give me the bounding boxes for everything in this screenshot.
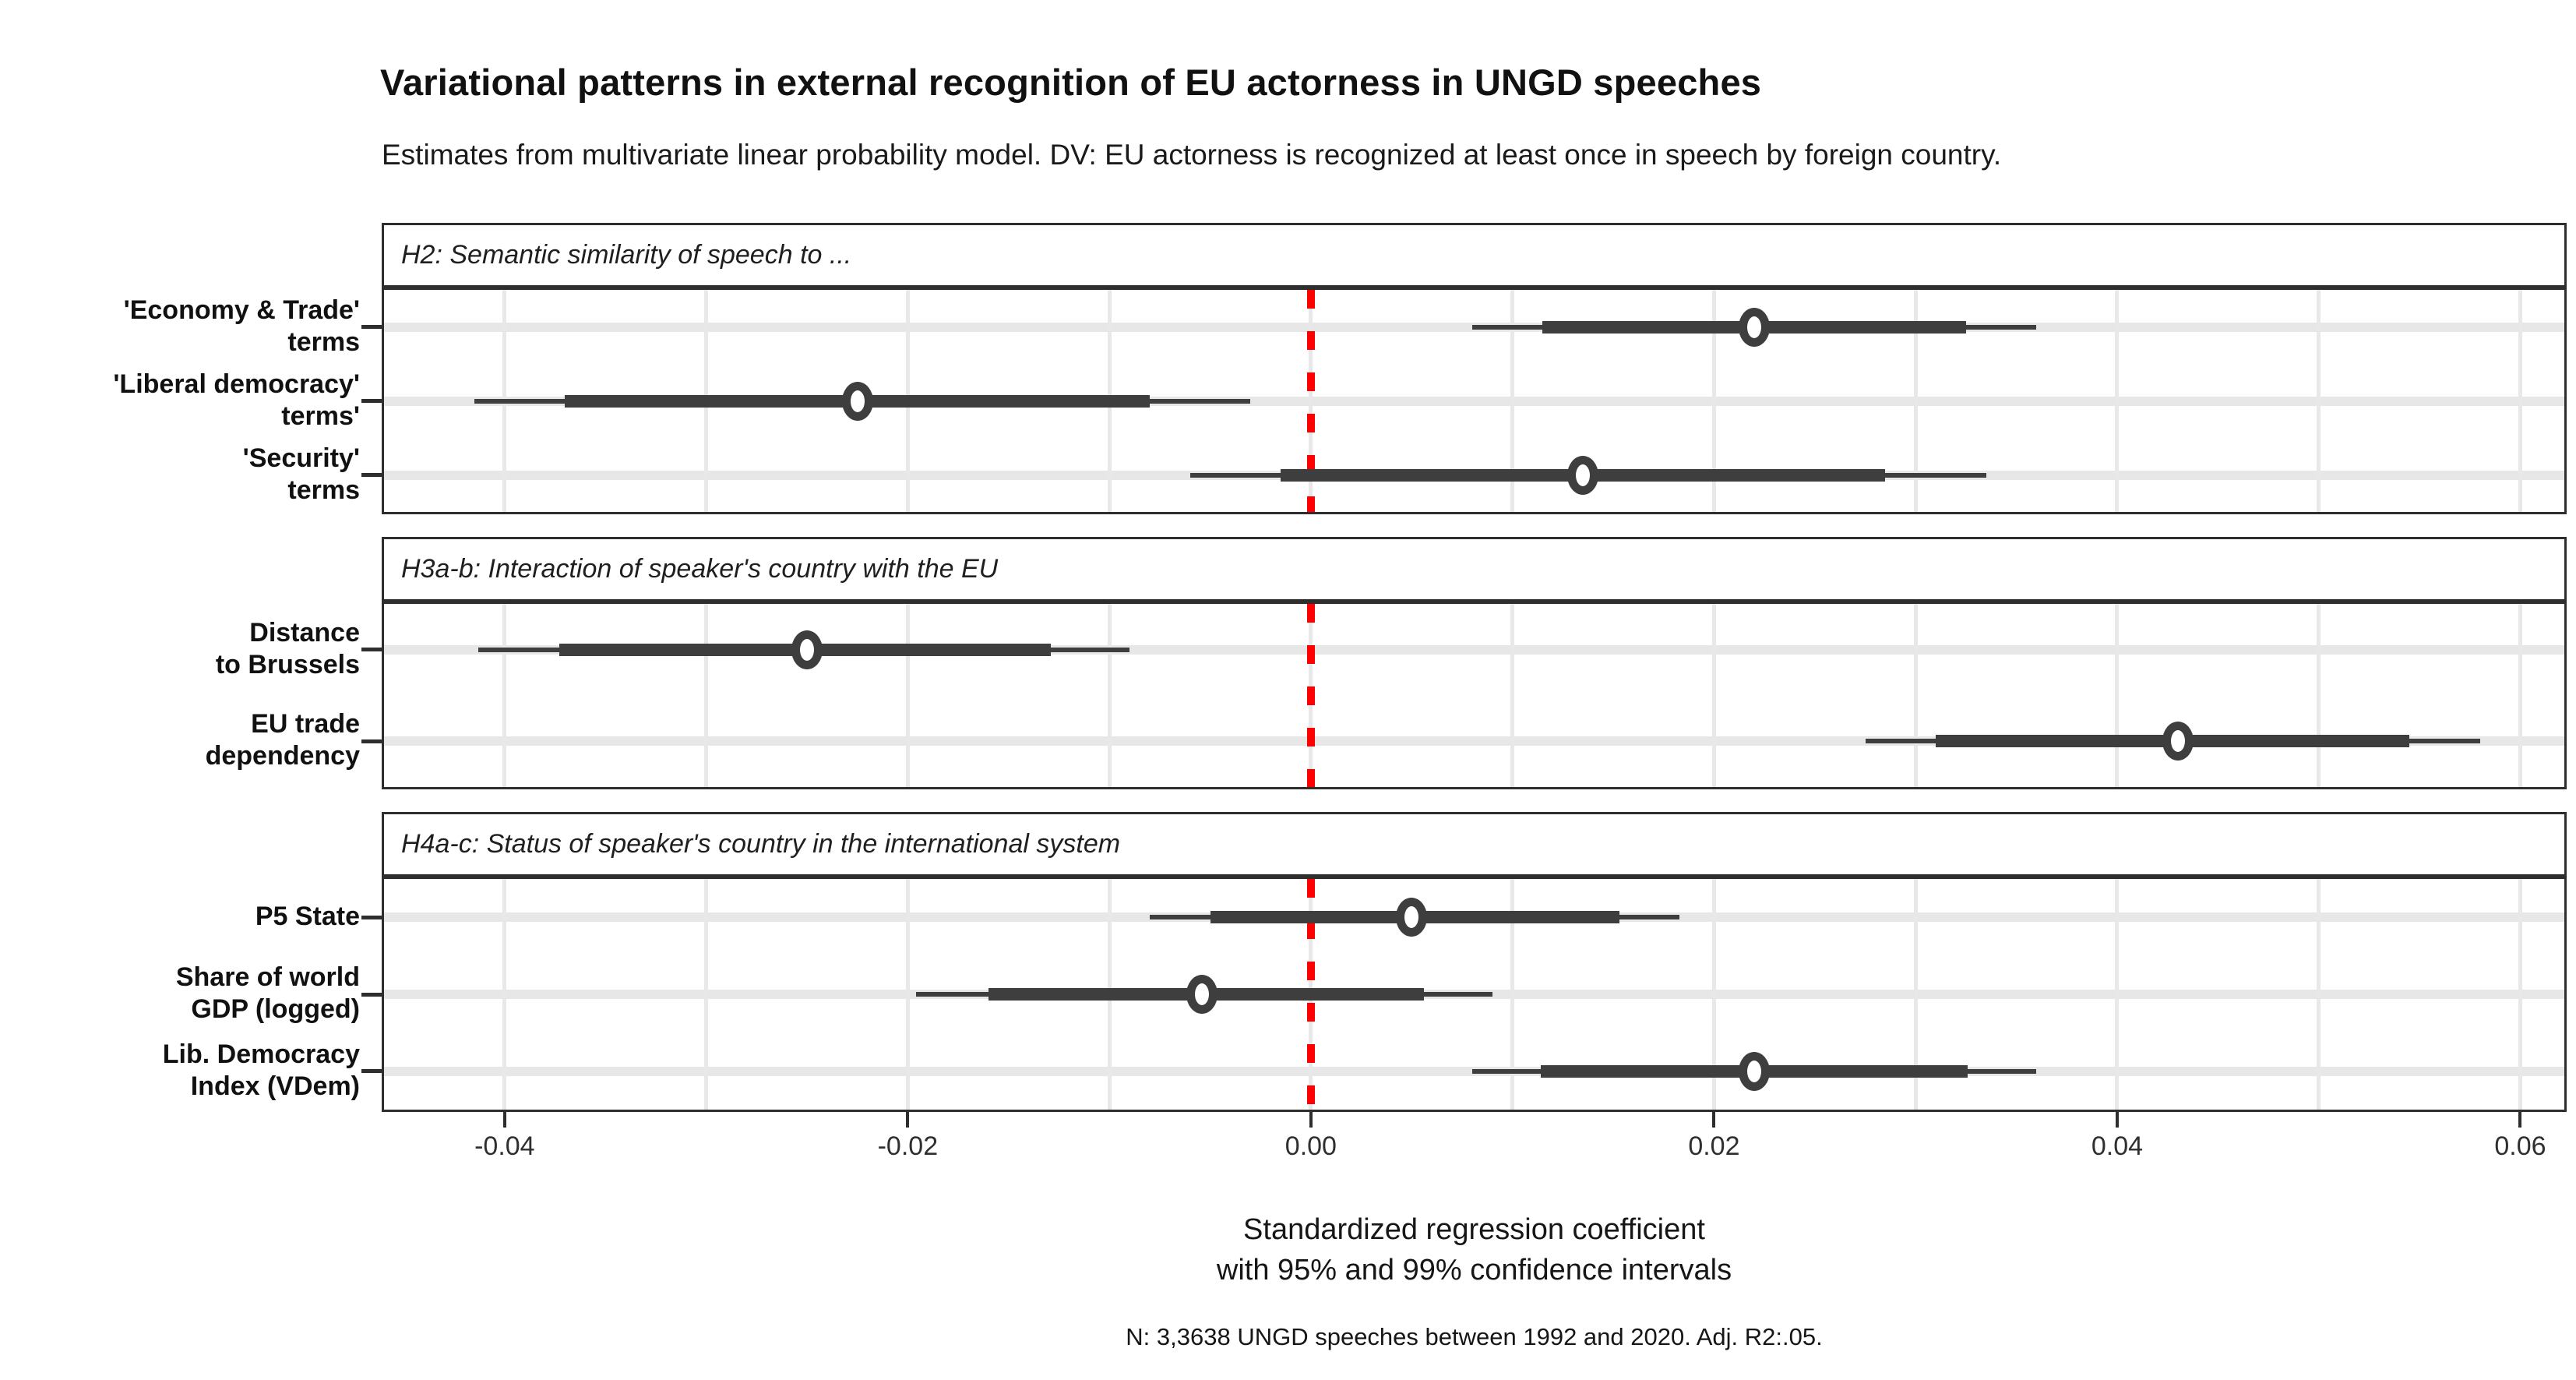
- y-axis-tick: [361, 648, 382, 652]
- row-label: 'Security' terms: [242, 443, 360, 505]
- y-axis-tick: [361, 915, 382, 919]
- vertical-gridline: [1913, 604, 1918, 787]
- vertical-gridline: [2317, 290, 2321, 512]
- y-axis-tick: [361, 739, 382, 743]
- vertical-gridline: [2518, 879, 2522, 1110]
- vertical-gridline: [1913, 290, 1918, 512]
- x-axis-tick: [906, 1112, 910, 1128]
- estimate-marker: [1567, 455, 1599, 495]
- y-axis-tick: [361, 1069, 382, 1074]
- vertical-gridline: [1711, 290, 1716, 512]
- vertical-gridline: [1107, 604, 1112, 787]
- vertical-gridline: [502, 604, 507, 787]
- facet-panel: [382, 877, 2567, 1112]
- zero-reference-line: [1306, 290, 1315, 512]
- estimate-marker: [791, 630, 823, 669]
- facet-strip: H2: Semantic similarity of speech to ...: [382, 223, 2567, 288]
- estimate-marker: [1186, 975, 1218, 1014]
- facet-strip: H4a-c: Status of speaker's country in th…: [382, 812, 2567, 877]
- y-axis-tick: [361, 325, 382, 329]
- vertical-gridline: [704, 879, 709, 1110]
- facet-strip-label: H4a-c: Status of speaker's country in th…: [401, 829, 1121, 859]
- vertical-gridline: [704, 604, 709, 787]
- estimate-marker: [1739, 307, 1771, 347]
- estimate-marker: [2162, 722, 2194, 761]
- vertical-gridline: [2518, 604, 2522, 787]
- row-label: P5 State: [255, 901, 360, 931]
- estimate-marker: [1396, 898, 1428, 937]
- row-label: Distance to Brussels: [215, 617, 360, 679]
- facet-panel: [382, 288, 2567, 514]
- vertical-gridline: [2317, 879, 2321, 1110]
- x-tick-label: 0.00: [1284, 1131, 1337, 1161]
- x-axis-tick: [2518, 1112, 2522, 1128]
- x-axis-tick: [2115, 1112, 2119, 1128]
- x-axis-tick: [1309, 1112, 1313, 1128]
- x-tick-label: -0.02: [877, 1131, 939, 1161]
- y-axis-tick: [361, 399, 382, 403]
- x-tick-label: 0.06: [2494, 1131, 2546, 1161]
- estimate-marker: [841, 381, 873, 421]
- vertical-gridline: [502, 879, 507, 1110]
- y-axis-tick: [361, 473, 382, 477]
- facet-strip-label: H2: Semantic similarity of speech to ...: [401, 240, 852, 270]
- vertical-gridline: [2115, 879, 2120, 1110]
- vertical-gridline: [2317, 604, 2321, 787]
- vertical-gridline: [1913, 879, 1918, 1110]
- vertical-gridline: [905, 604, 910, 787]
- x-tick-label: -0.04: [474, 1131, 535, 1161]
- y-axis-tick: [361, 992, 382, 997]
- row-label: Share of world GDP (logged): [175, 962, 360, 1024]
- chart-title: Variational patterns in external recogni…: [380, 62, 1762, 103]
- vertical-gridline: [1711, 879, 1716, 1110]
- vertical-gridline: [1711, 604, 1716, 787]
- row-label: Lib. Democracy Index (VDem): [162, 1039, 360, 1101]
- row-label: 'Liberal democracy' terms': [113, 369, 360, 431]
- facet-strip: H3a-b: Interaction of speaker's country …: [382, 537, 2567, 602]
- vertical-gridline: [2115, 604, 2120, 787]
- chart-caption: N: 3,3638 UNGD speeches between 1992 and…: [1126, 1323, 1823, 1350]
- vertical-gridline: [2115, 290, 2120, 512]
- vertical-gridline: [1510, 879, 1515, 1110]
- vertical-gridline: [1510, 290, 1515, 512]
- x-axis-tick: [502, 1112, 506, 1128]
- estimate-marker: [1739, 1051, 1771, 1091]
- x-tick-label: 0.04: [2091, 1131, 2144, 1161]
- row-label: EU trade dependency: [205, 709, 360, 771]
- facet-strip-label: H3a-b: Interaction of speaker's country …: [401, 554, 999, 584]
- zero-reference-line: [1306, 604, 1315, 787]
- row-label: 'Economy & Trade' terms: [123, 295, 360, 357]
- x-axis-label: Standardized regression coefficient with…: [1216, 1213, 1732, 1286]
- chart-subtitle: Estimates from multivariate linear proba…: [382, 139, 2002, 171]
- facet-panel: [382, 602, 2567, 789]
- x-axis-tick: [1712, 1112, 1716, 1128]
- vertical-gridline: [2518, 290, 2522, 512]
- vertical-gridline: [905, 879, 910, 1110]
- x-tick-label: 0.02: [1688, 1131, 1740, 1161]
- vertical-gridline: [1510, 604, 1515, 787]
